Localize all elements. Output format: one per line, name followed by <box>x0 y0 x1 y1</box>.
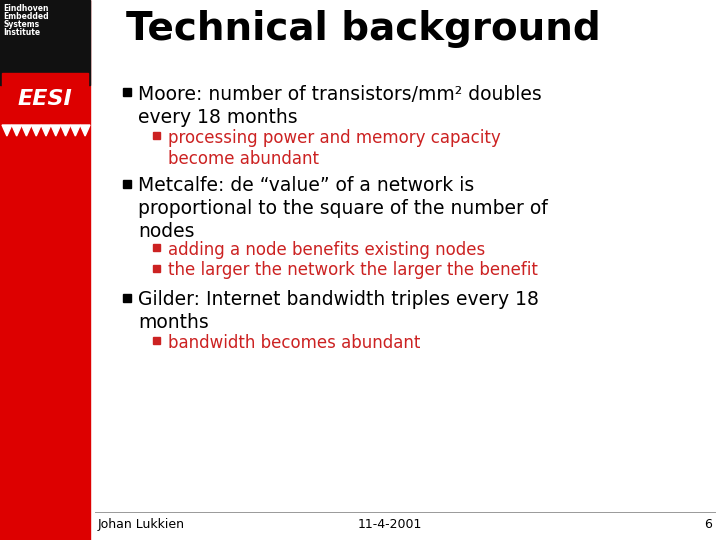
Text: Johan Lukkien: Johan Lukkien <box>98 518 185 531</box>
Bar <box>153 132 160 139</box>
Text: Metcalfe: de “value” of a network is
proportional to the square of the number of: Metcalfe: de “value” of a network is pro… <box>138 176 548 240</box>
Text: EESI: EESI <box>17 89 73 109</box>
Text: 6: 6 <box>704 518 712 531</box>
Bar <box>153 244 160 251</box>
Bar <box>153 265 160 272</box>
Text: processing power and memory capacity
become abundant: processing power and memory capacity bec… <box>168 129 500 168</box>
Bar <box>123 294 131 301</box>
Text: bandwidth becomes abundant: bandwidth becomes abundant <box>168 334 420 352</box>
Text: Systems: Systems <box>3 20 39 29</box>
Text: Eindhoven: Eindhoven <box>3 4 48 13</box>
Text: Technical background: Technical background <box>126 10 600 48</box>
Polygon shape <box>71 125 80 136</box>
Text: Moore: number of transistors/mm² doubles
every 18 months: Moore: number of transistors/mm² doubles… <box>138 85 541 127</box>
Bar <box>0 0 90 540</box>
Polygon shape <box>2 125 12 136</box>
Polygon shape <box>22 125 32 136</box>
Polygon shape <box>80 125 90 136</box>
Text: the larger the network the larger the benefit: the larger the network the larger the be… <box>168 261 538 279</box>
Polygon shape <box>32 125 41 136</box>
Polygon shape <box>51 125 60 136</box>
Bar <box>2 73 88 125</box>
Text: 11-4-2001: 11-4-2001 <box>358 518 422 531</box>
Bar <box>0 0 90 85</box>
Polygon shape <box>41 125 51 136</box>
Bar <box>123 89 131 97</box>
Text: Embedded: Embedded <box>3 12 49 21</box>
Polygon shape <box>12 125 22 136</box>
Bar <box>153 337 160 344</box>
Text: adding a node benefits existing nodes: adding a node benefits existing nodes <box>168 241 485 259</box>
Text: Institute: Institute <box>3 28 40 37</box>
Polygon shape <box>60 125 71 136</box>
Bar <box>123 179 131 187</box>
Text: Gilder: Internet bandwidth triples every 18
months: Gilder: Internet bandwidth triples every… <box>138 290 539 332</box>
